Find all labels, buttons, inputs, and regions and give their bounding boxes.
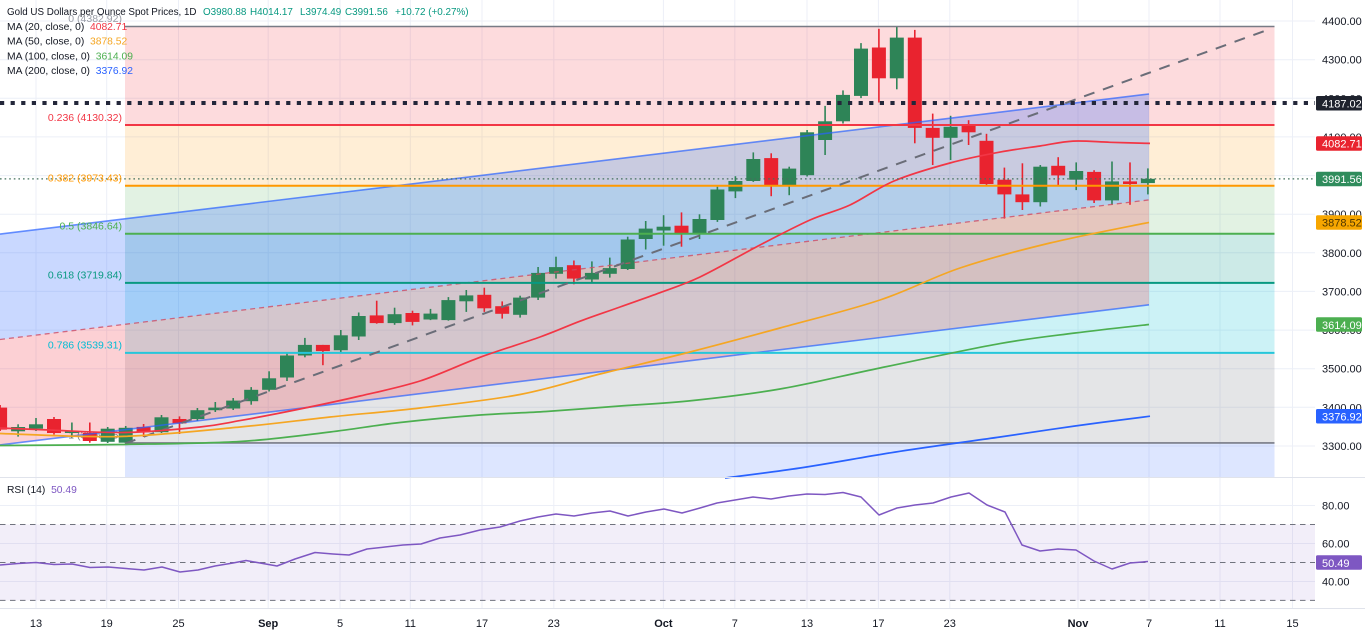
svg-text:Nov: Nov	[1068, 618, 1090, 630]
svg-text:0.382 (3973.43): 0.382 (3973.43)	[48, 173, 122, 185]
svg-text:0.5 (3846.64): 0.5 (3846.64)	[60, 221, 122, 233]
svg-text:4187.02: 4187.02	[1322, 99, 1362, 111]
svg-text:Oct: Oct	[654, 618, 673, 630]
svg-text:19: 19	[101, 618, 113, 630]
svg-text:3991.56: 3991.56	[1322, 174, 1362, 186]
svg-text:17: 17	[872, 618, 884, 630]
svg-text:3376.92: 3376.92	[1322, 412, 1362, 424]
svg-text:4082.71: 4082.71	[1322, 139, 1362, 151]
svg-text:RSI (14) 50.49: RSI (14) 50.49	[7, 485, 77, 496]
svg-text:23: 23	[548, 618, 560, 630]
svg-text:7: 7	[1146, 618, 1152, 630]
svg-text:23: 23	[944, 618, 956, 630]
svg-text:25: 25	[172, 618, 184, 630]
svg-text:Gold US Dollars per Ounce Spot: Gold US Dollars per Ounce Spot Prices, 1…	[7, 7, 197, 18]
svg-text:7: 7	[732, 618, 738, 630]
svg-text:11: 11	[1214, 618, 1225, 630]
svg-text:0.786 (3539.31): 0.786 (3539.31)	[48, 340, 122, 352]
svg-text:MA (50, close, 0) 3878.52: MA (50, close, 0) 3878.52	[7, 37, 127, 48]
svg-text:Sep: Sep	[258, 618, 278, 630]
svg-text:3700.00: 3700.00	[1322, 286, 1362, 298]
svg-text:3800.00: 3800.00	[1322, 248, 1362, 260]
svg-text:60.00: 60.00	[1322, 539, 1350, 551]
svg-text:3878.52: 3878.52	[1322, 218, 1362, 230]
svg-text:13: 13	[30, 618, 42, 630]
svg-text:17: 17	[476, 618, 488, 630]
svg-text:5: 5	[337, 618, 343, 630]
svg-text:50.49: 50.49	[1322, 558, 1350, 570]
svg-text:3500.00: 3500.00	[1322, 364, 1362, 376]
svg-text:O3980.88: O3980.88	[203, 7, 247, 18]
svg-text:11: 11	[405, 618, 416, 630]
svg-text:+10.72 (+0.27%): +10.72 (+0.27%)	[395, 7, 469, 18]
svg-text:80.00: 80.00	[1322, 501, 1350, 513]
svg-text:H4014.17: H4014.17	[250, 7, 293, 18]
svg-text:13: 13	[801, 618, 813, 630]
svg-text:MA (100, close, 0) 3614.09: MA (100, close, 0) 3614.09	[7, 51, 133, 62]
svg-text:3614.09: 3614.09	[1322, 320, 1362, 332]
svg-text:0.236 (4130.32): 0.236 (4130.32)	[48, 112, 122, 124]
svg-text:4300.00: 4300.00	[1322, 55, 1362, 67]
svg-text:40.00: 40.00	[1322, 577, 1350, 589]
svg-text:3300.00: 3300.00	[1322, 441, 1362, 453]
svg-text:15: 15	[1286, 618, 1298, 630]
svg-text:0.618 (3719.84): 0.618 (3719.84)	[48, 270, 122, 282]
svg-text:MA (20, close, 0) 4082.71: MA (20, close, 0) 4082.71	[7, 22, 127, 33]
svg-text:4400.00: 4400.00	[1322, 16, 1362, 28]
svg-text:0 (4382.92): 0 (4382.92)	[68, 13, 122, 25]
svg-text:L3974.49: L3974.49	[300, 7, 342, 18]
svg-text:MA (200, close, 0) 3376.92: MA (200, close, 0) 3376.92	[7, 66, 133, 77]
svg-text:C3991.56: C3991.56	[345, 7, 388, 18]
